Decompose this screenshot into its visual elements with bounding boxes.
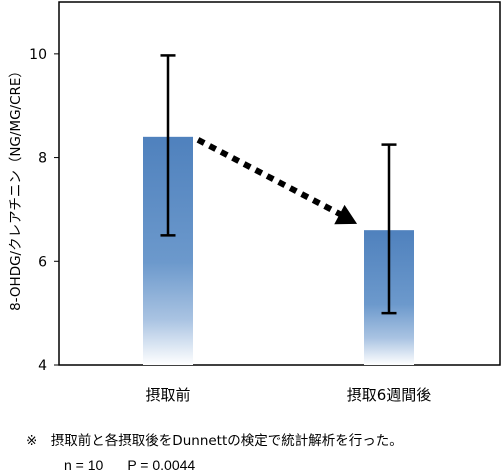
bar-chart: 4 6 8 10 8-OHDG/クレアチニン（NG/MG/CRE） 摂取前 摂取6週間後 <box>8 1 501 404</box>
statistics-note: ※ 摂取前と各摂取後をDunnettの検定で統計解析を行った。 <box>26 433 403 449</box>
plot-frame <box>58 1 501 366</box>
p-value-label: P = 0.0044 <box>127 457 196 473</box>
y-tick-label: 4 <box>38 358 47 374</box>
y-axis-label: 8-OHDG/クレアチニン（NG/MG/CRE） <box>8 64 24 311</box>
y-tick-label: 10 <box>29 47 47 63</box>
y-tick-label: 8 <box>38 151 47 167</box>
sample-stats: n = 10 P = 0.0044 <box>64 456 195 474</box>
trend-arrow-head <box>334 204 358 225</box>
y-tick-label: 6 <box>38 254 47 270</box>
category-label-1: 摂取前 <box>145 386 190 404</box>
category-label-2: 摂取6週間後 <box>347 386 432 404</box>
trend-arrow-line <box>196 137 346 219</box>
sample-size-label: n = 10 <box>64 457 104 473</box>
